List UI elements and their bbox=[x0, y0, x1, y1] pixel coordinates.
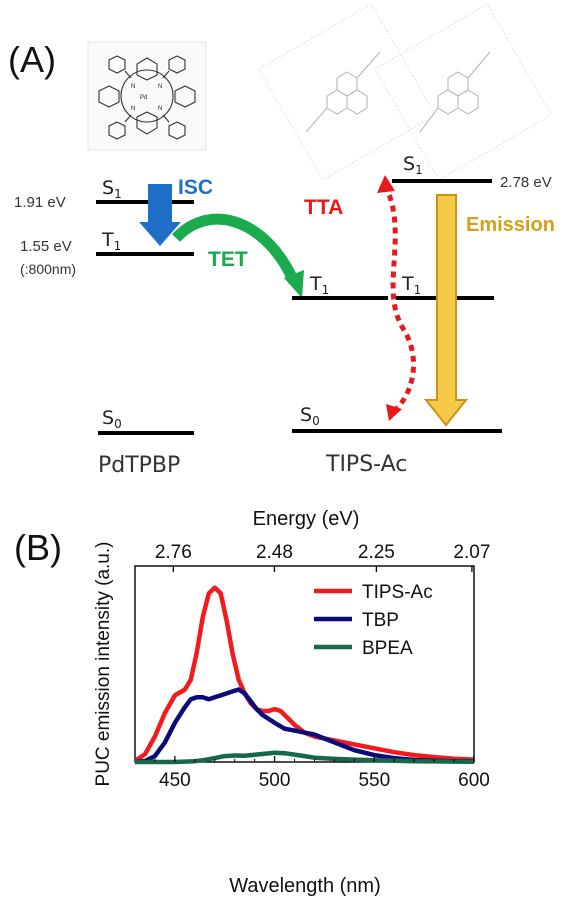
tet-arrow-head bbox=[284, 270, 304, 298]
pdtpbp-s1-label: S1 bbox=[102, 177, 122, 201]
tipsac-molecule-images bbox=[258, 3, 552, 181]
n-atom-label-1: N bbox=[131, 84, 135, 90]
top-axis-ticks: 2.76 2.48 2.25 2.07 bbox=[155, 542, 490, 572]
pdtpbp-molecule-image: Pd N N N N bbox=[87, 41, 207, 151]
tipsac-s1-energy: 2.78 eV bbox=[500, 174, 552, 191]
tipsac-s1-label: S1 bbox=[403, 153, 423, 177]
tta-arrow-head-down bbox=[386, 404, 402, 421]
emission-arrow bbox=[423, 194, 469, 427]
pdtpbp-s1-energy: 1.91 eV bbox=[14, 194, 66, 211]
n-atom-label-4: N bbox=[158, 106, 162, 112]
tipsac-s0-label: S0 bbox=[300, 404, 320, 428]
tet-label: TET bbox=[208, 248, 248, 271]
top-axis-label: Energy (eV) bbox=[253, 508, 360, 530]
x-tick-label: 600 bbox=[458, 770, 490, 791]
x-tick-label: 500 bbox=[259, 770, 291, 791]
pdtpbp-t1-energy: 1.55 eV bbox=[20, 238, 72, 255]
tipsac-t1-label-a: T1 bbox=[309, 273, 329, 297]
series-line-tbp bbox=[134, 687, 475, 765]
pdtpbp-name: PdTPBP bbox=[98, 453, 180, 478]
n-atom-label-3: N bbox=[131, 106, 135, 112]
legend-label: BPEA bbox=[362, 638, 413, 659]
panel-a-label: (A) bbox=[8, 39, 56, 80]
panel-b: (B) Energy (eV) 2.76 2.48 2.25 2.07 450 500 5… bbox=[14, 508, 490, 897]
series-line-bpea bbox=[135, 750, 475, 765]
top-tick-label: 2.76 bbox=[155, 542, 192, 563]
tet-arrow bbox=[172, 213, 300, 285]
panel-a: (A) Pd N bbox=[8, 3, 555, 478]
x-axis-ticks: 450 500 550 600 bbox=[154, 756, 490, 791]
series-line-tips-ac bbox=[133, 585, 475, 763]
tipsac-name: TIPS-Ac bbox=[325, 452, 407, 477]
tta-arrow-head-up bbox=[377, 175, 395, 193]
pd-atom-label: Pd bbox=[140, 95, 147, 101]
chart-legend: TIPS-Ac TBP BPEA bbox=[314, 582, 433, 659]
pdtpbp-s0-label: S0 bbox=[102, 407, 122, 431]
series-group bbox=[133, 585, 475, 765]
x-tick-label: 550 bbox=[358, 770, 390, 791]
x-tick-label: 450 bbox=[159, 770, 191, 791]
pdtpbp-t1-wavelength: (:800nm) bbox=[20, 261, 76, 277]
pdtpbp-t1-label: T1 bbox=[101, 229, 121, 253]
legend-label: TBP bbox=[362, 610, 399, 631]
y-axis-label: PUC emission intensity (a.u.) bbox=[93, 542, 114, 787]
tta-arrow bbox=[382, 183, 417, 412]
plot-frame bbox=[134, 565, 475, 763]
tipsac-t1-label-b: T1 bbox=[401, 273, 421, 297]
top-tick-label: 2.25 bbox=[358, 542, 395, 563]
n-atom-label-2: N bbox=[158, 84, 162, 90]
legend-label: TIPS-Ac bbox=[362, 582, 433, 603]
emission-label: Emission bbox=[466, 214, 555, 236]
top-tick-label: 2.07 bbox=[453, 542, 490, 563]
top-tick-label: 2.48 bbox=[256, 542, 293, 563]
panel-b-label: (B) bbox=[14, 527, 62, 568]
x-axis-label: Wavelength (nm) bbox=[229, 875, 381, 897]
isc-label: ISC bbox=[178, 176, 213, 199]
isc-arrow bbox=[139, 184, 181, 246]
tta-label: TTA bbox=[304, 196, 343, 219]
